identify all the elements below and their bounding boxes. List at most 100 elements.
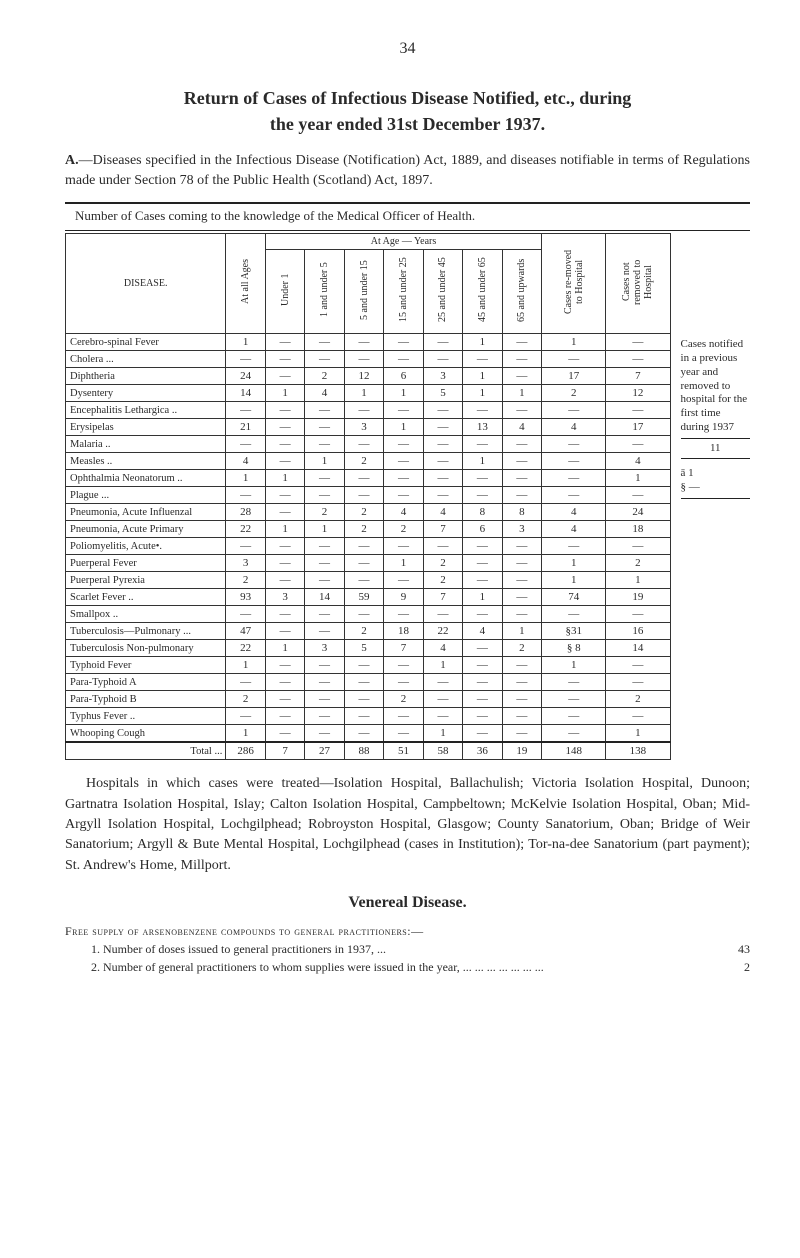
cell: 1	[502, 623, 542, 640]
cell: —	[384, 351, 423, 368]
table-row: Ophthalmia Neonatorum ..11———————1	[66, 470, 671, 487]
cell: 2	[606, 555, 670, 572]
total-cell: 7	[265, 742, 304, 760]
col-1-5: 1 and under 5	[305, 250, 344, 334]
cell: 4	[542, 521, 606, 538]
table-row: Cholera ...——————————	[66, 351, 671, 368]
total-label: Total ...	[66, 742, 226, 760]
cell: 1	[384, 419, 423, 436]
total-cell: 27	[305, 742, 344, 760]
cell: —	[344, 572, 383, 589]
cell: 2	[384, 691, 423, 708]
cell: —	[606, 436, 670, 453]
cell: 1	[265, 640, 304, 657]
side-note-2a: ā 1	[681, 467, 750, 481]
cell: 14	[606, 640, 670, 657]
cell: —	[542, 351, 606, 368]
supply-label: 2. Number of general practitioners to wh…	[91, 958, 720, 976]
table-row: Scarlet Fever ..9331459971—7419	[66, 589, 671, 606]
hospitals-paragraph: Hospitals in which cases were treated—Is…	[65, 774, 750, 875]
disease-name: Dysentery	[66, 385, 226, 402]
cell: 7	[606, 368, 670, 385]
disease-name: Smallpox ..	[66, 606, 226, 623]
cell: —	[423, 419, 462, 436]
table-row: Measles ..4—12——1——4	[66, 453, 671, 470]
col-15-25: 15 and under 25	[384, 250, 423, 334]
cell: 4	[226, 453, 265, 470]
cell: —	[463, 351, 502, 368]
cell: 93	[226, 589, 265, 606]
col-disease: DISEASE.	[66, 234, 226, 334]
cell: —	[384, 606, 423, 623]
cell: 1	[226, 657, 265, 674]
cell: 16	[606, 623, 670, 640]
cell: 22	[423, 623, 462, 640]
cell: 12	[344, 368, 383, 385]
cell: —	[502, 555, 542, 572]
cell: 17	[542, 368, 606, 385]
cell: —	[502, 538, 542, 555]
disease-name: Plague ...	[66, 487, 226, 504]
cell: 28	[226, 504, 265, 521]
table-row: Plague ...——————————	[66, 487, 671, 504]
total-cell: 138	[606, 742, 670, 760]
supply-value: 43	[720, 940, 750, 958]
col-all-ages: At all Ages	[226, 234, 265, 334]
cell: 2	[344, 453, 383, 470]
cell: —	[344, 487, 383, 504]
cell: —	[606, 708, 670, 725]
cell: —	[423, 334, 462, 351]
cell: —	[265, 453, 304, 470]
cell: —	[502, 453, 542, 470]
cell: 59	[344, 589, 383, 606]
cell: 2	[344, 504, 383, 521]
cell: —	[463, 470, 502, 487]
disease-name: Cerebro-spinal Fever	[66, 334, 226, 351]
cell: 6	[463, 521, 502, 538]
col-removed: Cases re-moved to Hospital	[542, 234, 606, 334]
col-not-removed: Cases not removed to Hospital	[606, 234, 670, 334]
cell: 2	[344, 623, 383, 640]
cell: —	[344, 436, 383, 453]
cell: —	[502, 470, 542, 487]
cell: —	[305, 419, 344, 436]
table-row: Poliomyelitis, Acute•.——————————	[66, 538, 671, 555]
cell: 1	[384, 555, 423, 572]
cell: 2	[344, 521, 383, 538]
cell: —	[344, 708, 383, 725]
cell: —	[305, 691, 344, 708]
cell: 14	[305, 589, 344, 606]
cell: 5	[423, 385, 462, 402]
cell: 1	[463, 368, 502, 385]
cell: —	[265, 725, 304, 743]
cell: —	[463, 436, 502, 453]
cell: 1	[423, 725, 462, 743]
cell: —	[423, 402, 462, 419]
supply-section: Free supply of arsenobenzene compounds t…	[65, 922, 750, 976]
cell: 1	[265, 470, 304, 487]
cell: —	[542, 470, 606, 487]
cell: 17	[606, 419, 670, 436]
cell: —	[502, 657, 542, 674]
cell: —	[502, 487, 542, 504]
table-row: Puerperal Pyrexia2————2——11	[66, 572, 671, 589]
cell: —	[542, 725, 606, 743]
cell: —	[305, 674, 344, 691]
cell: —	[344, 725, 383, 743]
cell: 4	[606, 453, 670, 470]
cell: 18	[606, 521, 670, 538]
disease-name: Malaria ..	[66, 436, 226, 453]
cell: 7	[384, 640, 423, 657]
cell: —	[265, 334, 304, 351]
cell: —	[463, 708, 502, 725]
cell: —	[542, 453, 606, 470]
table-caption: Number of Cases coming to the knowledge …	[65, 208, 750, 224]
cell: 1	[542, 334, 606, 351]
cell: 1	[542, 555, 606, 572]
cell: —	[463, 657, 502, 674]
cell: —	[463, 402, 502, 419]
cell: 13	[463, 419, 502, 436]
cell: 4	[423, 504, 462, 521]
cell: —	[542, 691, 606, 708]
total-cell: 286	[226, 742, 265, 760]
